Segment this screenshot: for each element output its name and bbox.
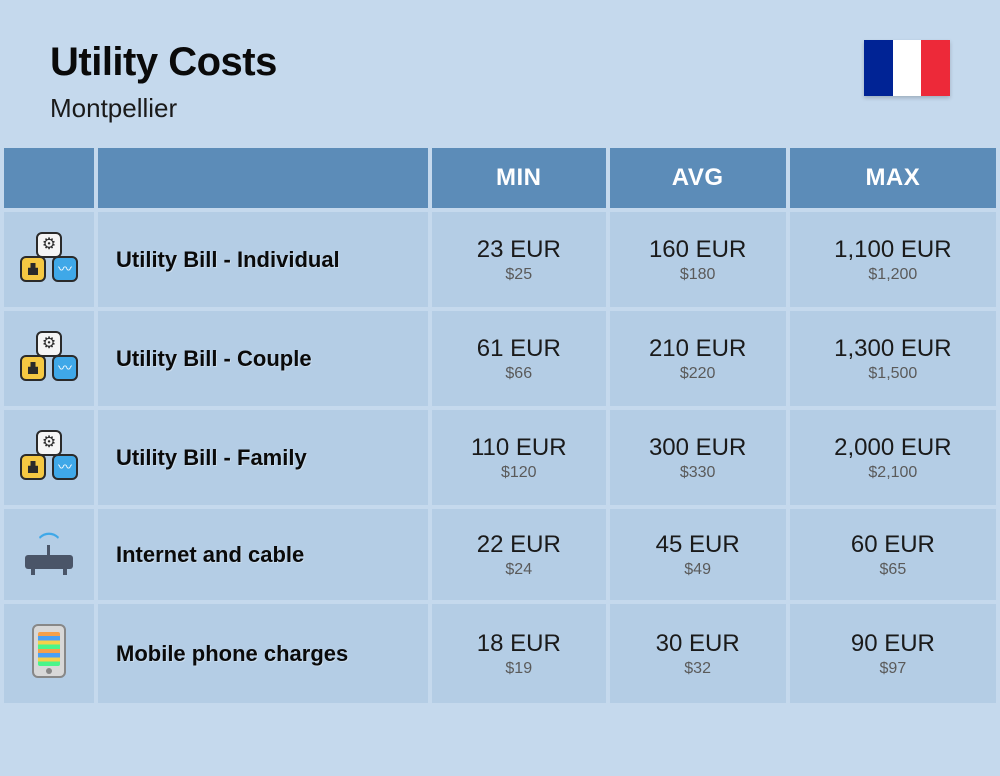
france-flag-icon [864,40,950,96]
table-row: Utility Bill - Couple 61 EUR $66 210 EUR $22… [4,311,996,406]
icon-cell [4,410,94,505]
cost-table: MIN AVG MAX Utility Bill - Individual23 … [0,144,1000,707]
row-label: Mobile phone charges [98,604,428,703]
avg-primary: 300 EUR [620,434,776,462]
max-secondary: $1,200 [800,266,986,284]
min-primary: 23 EUR [442,236,596,264]
max-cell: 1,300 EUR $1,500 [790,311,996,406]
avg-primary: 210 EUR [620,335,776,363]
gear-icon [36,430,62,456]
icon-cell [4,604,94,703]
header: Utility Costs Montpellier [0,0,1000,144]
utility-icon [20,232,78,282]
table-row: ⌒ Internet and cable 22 EUR $24 45 EUR $49 60 … [4,509,996,600]
avg-cell: 210 EUR $220 [610,311,786,406]
min-cell: 18 EUR $19 [432,604,606,703]
max-cell: 2,000 EUR $2,100 [790,410,996,505]
router-body-icon [25,555,73,569]
max-primary: 1,100 EUR [800,236,986,264]
plug-icon [20,256,46,282]
avg-primary: 45 EUR [620,531,776,559]
plug-icon [20,355,46,381]
max-secondary: $97 [800,660,986,678]
avg-primary: 30 EUR [620,630,776,658]
water-icon [52,256,78,282]
cost-table-wrap: MIN AVG MAX Utility Bill - Individual23 … [0,144,1000,707]
avg-cell: 300 EUR $330 [610,410,786,505]
water-icon [52,454,78,480]
flag-stripe-red [921,40,950,96]
page-title: Utility Costs [50,40,277,85]
antenna-icon [47,545,50,555]
avg-primary: 160 EUR [620,236,776,264]
row-label: Utility Bill - Individual [98,212,428,307]
table-header-row: MIN AVG MAX [4,148,996,208]
avg-secondary: $32 [620,660,776,678]
avg-cell: 45 EUR $49 [610,509,786,600]
utility-icon [20,430,78,480]
min-secondary: $24 [442,561,596,579]
flag-stripe-blue [864,40,893,96]
icon-cell [4,212,94,307]
table-row: Utility Bill - Individual 23 EUR $25 160 EU… [4,212,996,307]
row-label: Utility Bill - Family [98,410,428,505]
avg-secondary: $49 [620,561,776,579]
min-primary: 61 EUR [442,335,596,363]
max-primary: 1,300 EUR [800,335,986,363]
avg-cell: 160 EUR $180 [610,212,786,307]
icon-cell: ⌒ [4,509,94,600]
table-row: Utility Bill - Family 110 EUR $120 300 EUR $… [4,410,996,505]
min-secondary: $120 [442,464,596,482]
max-cell: 60 EUR $65 [790,509,996,600]
min-primary: 110 EUR [442,434,596,462]
page-subtitle: Montpellier [50,93,277,124]
min-cell: 61 EUR $66 [432,311,606,406]
title-block: Utility Costs Montpellier [50,40,277,124]
max-primary: 60 EUR [800,531,986,559]
router-icon: ⌒ [21,529,77,575]
max-secondary: $1,500 [800,365,986,383]
min-primary: 22 EUR [442,531,596,559]
max-cell: 1,100 EUR $1,200 [790,212,996,307]
avg-secondary: $220 [620,365,776,383]
gear-icon [36,232,62,258]
min-secondary: $66 [442,365,596,383]
min-secondary: $19 [442,660,596,678]
header-min: MIN [432,148,606,208]
avg-cell: 30 EUR $32 [610,604,786,703]
header-icon-col [4,148,94,208]
gear-icon [36,331,62,357]
table-row: Mobile phone charges 18 EUR $19 30 EUR $32 90… [4,604,996,703]
max-cell: 90 EUR $97 [790,604,996,703]
avg-secondary: $180 [620,266,776,284]
row-label: Internet and cable [98,509,428,600]
icon-cell [4,311,94,406]
water-icon [52,355,78,381]
max-primary: 2,000 EUR [800,434,986,462]
max-secondary: $2,100 [800,464,986,482]
max-primary: 90 EUR [800,630,986,658]
min-cell: 23 EUR $25 [432,212,606,307]
phone-screen-icon [38,632,60,666]
avg-secondary: $330 [620,464,776,482]
flag-stripe-white [893,40,922,96]
header-avg: AVG [610,148,786,208]
header-label-col [98,148,428,208]
header-max: MAX [790,148,996,208]
min-primary: 18 EUR [442,630,596,658]
utility-icon [20,331,78,381]
min-cell: 110 EUR $120 [432,410,606,505]
min-cell: 22 EUR $24 [432,509,606,600]
plug-icon [20,454,46,480]
phone-icon [32,624,66,678]
max-secondary: $65 [800,561,986,579]
row-label: Utility Bill - Couple [98,311,428,406]
min-secondary: $25 [442,266,596,284]
